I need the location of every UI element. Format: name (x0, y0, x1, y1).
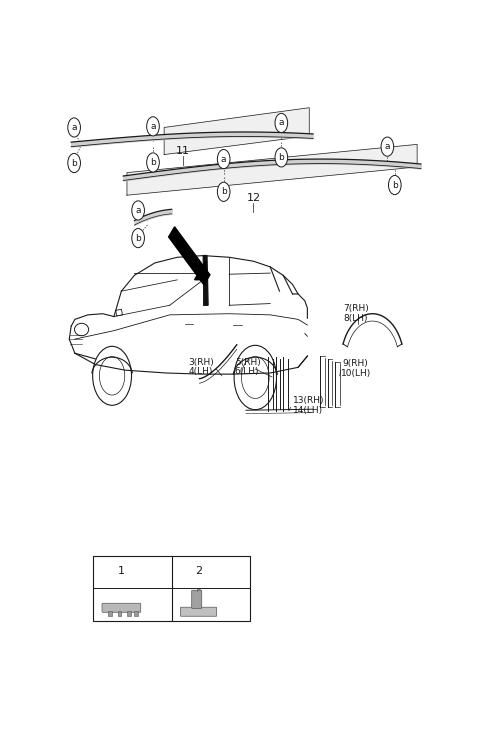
Text: 5(RH): 5(RH) (235, 358, 261, 366)
Bar (108, 611, 112, 616)
Circle shape (275, 114, 288, 133)
Circle shape (132, 229, 144, 248)
FancyBboxPatch shape (192, 590, 202, 608)
Polygon shape (127, 144, 417, 195)
Text: b: b (179, 567, 185, 576)
Circle shape (217, 150, 230, 169)
Circle shape (68, 118, 81, 137)
Text: b: b (221, 188, 227, 196)
Text: 12: 12 (246, 193, 261, 203)
Text: 1: 1 (118, 567, 125, 576)
Text: 13(RH): 13(RH) (292, 397, 324, 405)
Text: 4(LH): 4(LH) (188, 367, 213, 376)
Bar (118, 611, 121, 616)
Text: 7(RH): 7(RH) (344, 304, 369, 313)
Circle shape (147, 117, 159, 136)
Bar (127, 611, 131, 616)
Text: 11: 11 (176, 146, 190, 156)
FancyBboxPatch shape (102, 603, 141, 612)
Text: a: a (278, 119, 284, 128)
FancyBboxPatch shape (180, 607, 216, 616)
Text: b: b (150, 158, 156, 167)
Circle shape (217, 183, 230, 202)
Circle shape (177, 563, 188, 580)
Circle shape (388, 175, 401, 195)
Text: b: b (71, 158, 77, 168)
Polygon shape (168, 226, 210, 285)
Text: 8(LH): 8(LH) (344, 314, 368, 323)
Text: b: b (278, 153, 284, 162)
Text: 2: 2 (195, 567, 202, 576)
Text: b: b (392, 180, 397, 190)
Text: 3(RH): 3(RH) (188, 358, 214, 366)
Polygon shape (203, 256, 208, 305)
Text: a: a (102, 567, 108, 576)
Text: 10(LH): 10(LH) (341, 369, 371, 377)
Text: a: a (135, 206, 141, 215)
Circle shape (132, 201, 144, 220)
Circle shape (99, 563, 110, 580)
Text: a: a (72, 123, 77, 132)
Circle shape (147, 153, 159, 172)
Circle shape (275, 148, 288, 167)
Bar (134, 611, 138, 616)
Text: b: b (135, 234, 141, 243)
Polygon shape (194, 261, 207, 280)
Circle shape (381, 137, 394, 156)
Text: 9(RH): 9(RH) (343, 359, 369, 368)
Bar (94, 556, 250, 622)
Circle shape (68, 153, 81, 173)
Text: a: a (221, 155, 227, 163)
Text: a: a (384, 142, 390, 151)
Text: a: a (150, 122, 156, 130)
Polygon shape (164, 108, 309, 155)
Text: 14(LH): 14(LH) (292, 406, 323, 415)
Text: 6(LH): 6(LH) (235, 367, 259, 376)
